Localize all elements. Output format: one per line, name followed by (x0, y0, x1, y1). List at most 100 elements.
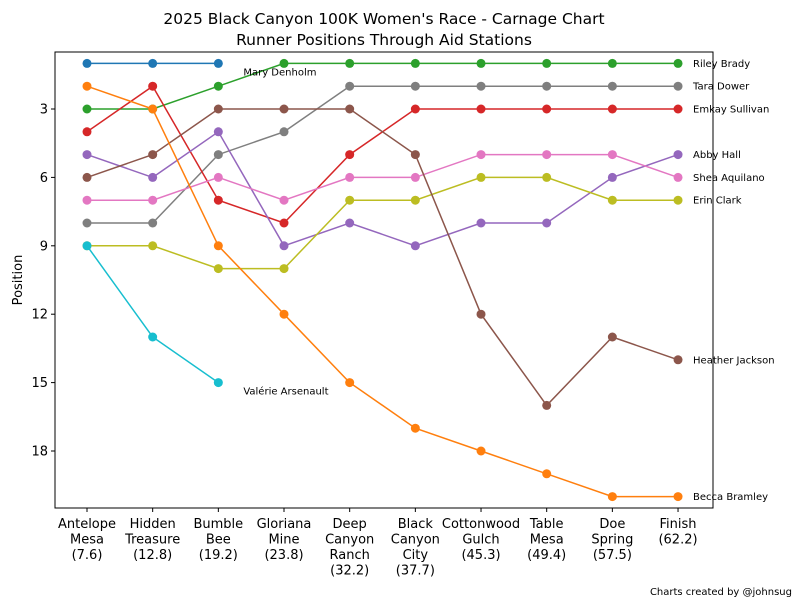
runner-label: Mary Denholm (243, 67, 316, 78)
series-shea-aquilano (82, 150, 683, 205)
data-point (279, 104, 289, 114)
x-tick-label-line: Mesa (530, 533, 564, 548)
data-point (542, 172, 552, 182)
y-axis: 3 6 9 12 15 18 (31, 103, 55, 460)
data-point (82, 241, 92, 251)
x-tick-label-line: Mesa (70, 533, 104, 548)
data-point (476, 446, 486, 456)
data-point (279, 127, 289, 137)
x-tick-label-line: Hidden (130, 517, 176, 532)
data-point (148, 195, 158, 205)
data-point (279, 58, 289, 68)
data-point (279, 195, 289, 205)
data-point (542, 81, 552, 91)
data-point (410, 150, 420, 160)
series-line (86, 108, 679, 407)
data-point (345, 195, 355, 205)
series-line (87, 62, 679, 110)
runner-label: Riley Brady (693, 59, 750, 70)
data-point (345, 378, 355, 388)
data-point (82, 195, 92, 205)
chart-title: 2025 Black Canyon 100K Women's Race - Ca… (163, 10, 604, 28)
data-point (279, 241, 289, 251)
data-point (542, 58, 552, 68)
data-point (345, 150, 355, 160)
data-point (279, 309, 289, 319)
data-point (148, 104, 158, 114)
x-tick-label-line: (23.8) (264, 548, 303, 563)
data-point (673, 355, 683, 365)
data-point (213, 150, 223, 160)
data-point (542, 150, 552, 160)
y-tick-label: 18 (31, 445, 48, 460)
data-point (542, 400, 552, 410)
data-point (410, 104, 420, 114)
runner-labels: Riley Brady Tara Dower Emkay Sullivan Abby … (243, 59, 774, 503)
data-point (148, 150, 158, 160)
runner-label: Heather Jackson (693, 355, 775, 366)
runner-label: Abby Hall (693, 150, 741, 161)
runner-label: Erin Clark (693, 196, 742, 207)
data-point (476, 150, 486, 160)
data-point (476, 58, 486, 68)
data-point (345, 81, 355, 91)
data-point (345, 218, 355, 228)
data-point (607, 104, 617, 114)
x-tick-label-line: Antelope (58, 517, 116, 532)
runner-label: Becca Bramley (693, 492, 768, 503)
series-valerie-arsenault (82, 241, 223, 388)
data-point (213, 195, 223, 205)
data-point (410, 241, 420, 251)
data-point (542, 469, 552, 479)
series-riley-brady (82, 58, 683, 114)
data-point (82, 104, 92, 114)
x-tick-label-line: Bumble (193, 517, 243, 532)
data-point (82, 81, 92, 91)
x-tick-label-line: Finish (660, 517, 697, 532)
data-point (607, 150, 617, 160)
x-tick-label-line: (32.2) (330, 564, 369, 579)
data-point (279, 264, 289, 274)
series-abby-hall (82, 127, 683, 251)
series-becca-bramley (82, 81, 683, 502)
data-point (82, 150, 92, 160)
data-point (607, 195, 617, 205)
data-point (607, 332, 617, 342)
x-tick-label-line: Gloriana (257, 517, 312, 532)
data-point (213, 172, 223, 182)
data-point (410, 58, 420, 68)
data-point (345, 172, 355, 182)
data-point (213, 241, 223, 251)
x-tick-label-line: Mine (268, 533, 299, 548)
data-point (213, 378, 223, 388)
plot-area (54, 51, 714, 509)
chart-subtitle: Runner Positions Through Aid Stations (236, 31, 532, 49)
data-point (148, 172, 158, 182)
data-point (213, 127, 223, 137)
data-point (410, 195, 420, 205)
x-tick-label-line: Doe (599, 517, 625, 532)
x-tick-label-line: (37.7) (396, 564, 435, 579)
data-point (279, 218, 289, 228)
data-point (82, 58, 92, 68)
data-point (410, 172, 420, 182)
x-tick-label-line: Table (529, 517, 564, 532)
data-point (82, 218, 92, 228)
x-tick-label-line: Bee (206, 533, 231, 548)
y-tick-label: 6 (40, 171, 48, 186)
x-tick-label-line: (49.4) (527, 548, 566, 563)
x-tick-label-line: Black (398, 517, 434, 532)
data-point (148, 58, 158, 68)
x-tick-label-line: (45.3) (461, 548, 500, 563)
data-point (673, 81, 683, 91)
data-point (213, 104, 223, 114)
